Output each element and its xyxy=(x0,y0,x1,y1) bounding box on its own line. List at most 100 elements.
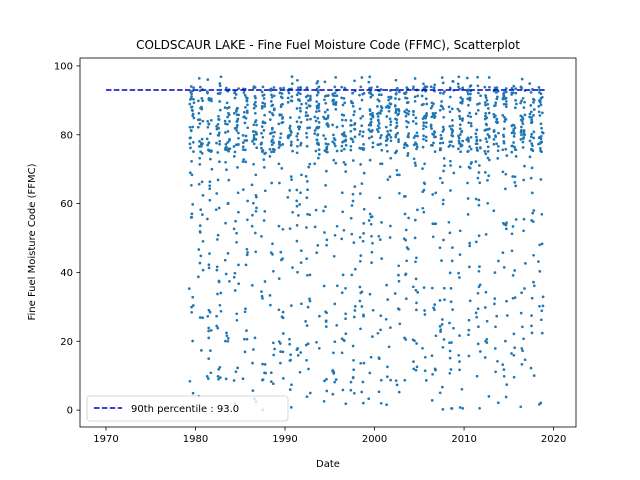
data-point xyxy=(521,140,525,144)
data-point xyxy=(308,391,312,395)
data-point xyxy=(478,350,482,353)
data-point xyxy=(272,108,276,112)
data-point xyxy=(295,348,299,352)
data-point xyxy=(244,105,247,109)
data-point xyxy=(262,166,266,169)
data-point xyxy=(289,116,292,119)
data-point xyxy=(479,138,482,142)
data-point xyxy=(395,88,399,92)
data-point xyxy=(380,148,384,152)
data-point xyxy=(376,115,380,118)
data-point xyxy=(286,101,290,104)
data-point xyxy=(483,85,487,89)
data-point xyxy=(532,130,536,134)
data-point xyxy=(251,140,254,143)
data-point xyxy=(289,129,292,132)
data-point xyxy=(415,131,419,135)
data-point xyxy=(512,135,516,138)
data-point xyxy=(528,155,532,159)
data-point xyxy=(486,107,490,110)
data-point xyxy=(362,232,365,235)
data-point xyxy=(350,232,354,236)
data-point xyxy=(236,166,239,169)
data-point xyxy=(478,406,481,410)
data-point xyxy=(219,75,223,79)
data-point xyxy=(278,91,282,95)
data-point xyxy=(305,257,309,261)
data-point xyxy=(200,137,204,141)
data-point xyxy=(528,115,531,119)
data-point xyxy=(208,184,212,188)
data-point xyxy=(468,265,471,269)
data-point xyxy=(379,142,383,146)
data-point xyxy=(232,227,236,231)
data-point xyxy=(458,253,462,256)
data-point xyxy=(494,101,498,105)
data-point xyxy=(251,361,254,365)
data-point xyxy=(521,325,524,329)
data-point xyxy=(206,78,210,81)
data-point xyxy=(317,148,321,151)
data-point xyxy=(367,219,371,222)
data-point xyxy=(263,280,267,283)
data-point xyxy=(395,118,399,121)
data-point xyxy=(335,284,339,288)
data-point xyxy=(272,141,276,144)
data-point xyxy=(379,328,382,332)
data-point xyxy=(253,111,257,115)
data-point xyxy=(403,336,406,340)
data-point xyxy=(412,360,415,363)
data-point xyxy=(226,122,229,126)
data-point xyxy=(450,118,454,122)
data-point xyxy=(532,114,535,117)
data-point xyxy=(332,254,336,258)
legend-box xyxy=(86,395,289,422)
data-point xyxy=(431,372,434,376)
data-point xyxy=(244,307,247,311)
data-point xyxy=(484,152,488,156)
data-point xyxy=(512,375,516,379)
data-point xyxy=(340,149,343,153)
data-point xyxy=(380,221,383,224)
data-point xyxy=(262,93,266,97)
data-point xyxy=(307,99,310,102)
data-point xyxy=(333,302,337,306)
data-point xyxy=(234,370,238,374)
data-point xyxy=(197,248,201,251)
data-point xyxy=(439,328,443,332)
data-point xyxy=(305,226,308,229)
data-point xyxy=(288,227,292,230)
data-point xyxy=(467,140,470,143)
data-point xyxy=(458,109,461,113)
data-point xyxy=(350,123,353,127)
data-point xyxy=(322,209,325,213)
data-point xyxy=(288,342,292,346)
data-point xyxy=(442,338,446,341)
data-point xyxy=(219,309,223,313)
data-point xyxy=(268,118,272,121)
data-point xyxy=(298,106,302,110)
data-point xyxy=(323,379,326,383)
data-point xyxy=(359,361,363,365)
data-point xyxy=(296,98,300,101)
data-point xyxy=(449,300,453,304)
data-point xyxy=(324,184,327,187)
data-point xyxy=(270,112,274,115)
data-point xyxy=(241,160,245,163)
data-point xyxy=(251,130,255,133)
data-point xyxy=(440,385,444,389)
data-point xyxy=(188,102,192,106)
data-point xyxy=(352,358,355,362)
data-point xyxy=(201,316,205,320)
data-point xyxy=(201,119,205,123)
data-point xyxy=(433,135,436,139)
data-point xyxy=(397,108,401,111)
data-point xyxy=(268,110,272,114)
data-point xyxy=(420,94,424,98)
data-point xyxy=(532,101,535,104)
data-point xyxy=(411,338,415,342)
data-point xyxy=(358,192,362,195)
data-point xyxy=(430,115,434,119)
data-point xyxy=(272,86,276,89)
data-point xyxy=(264,371,267,375)
